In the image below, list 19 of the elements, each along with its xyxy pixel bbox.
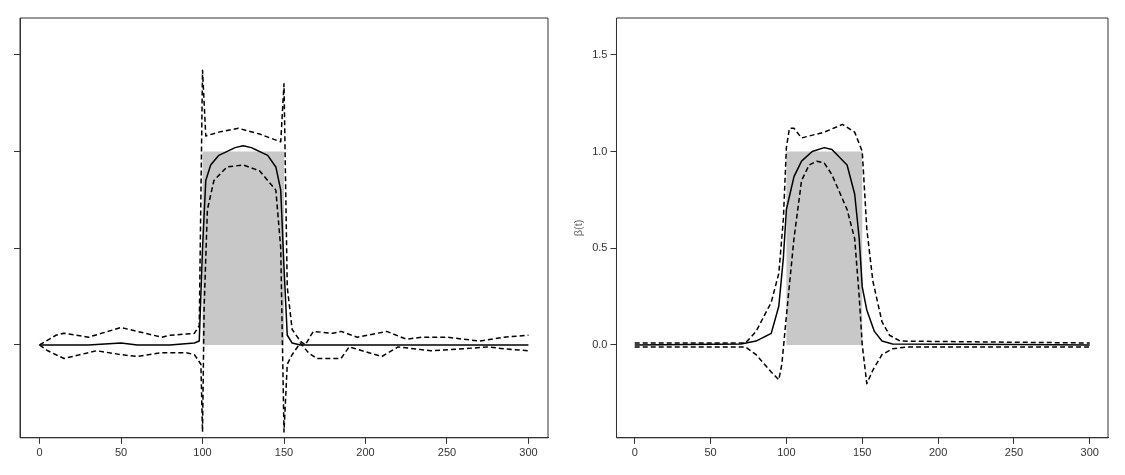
- x-tick-label: 250: [437, 446, 457, 459]
- x-tick-label: 200: [928, 446, 948, 459]
- y-axis-title: β(t): [571, 219, 584, 237]
- x-tick-label: 150: [274, 446, 294, 459]
- x-tick-label: 0: [631, 446, 638, 459]
- x-tick-label: 100: [193, 446, 212, 459]
- y-tick-label: 0.5: [592, 241, 608, 254]
- x-tick-label: 0: [36, 446, 43, 459]
- x-tick-label: 250: [1004, 446, 1024, 459]
- x-tick-label: 200: [356, 446, 375, 459]
- x-tick-label: 100: [777, 446, 796, 459]
- x-tick-label: 300: [1080, 446, 1099, 459]
- x-tick-label: 150: [853, 446, 872, 459]
- y-tick-label: 0.0: [592, 337, 608, 350]
- x-tick-label: 50: [114, 446, 128, 459]
- x-tick-label: 300: [519, 446, 538, 459]
- x-tick-label: 50: [704, 446, 717, 459]
- y-tick-label: 1.0: [592, 144, 608, 157]
- y-tick-label: 1.5: [592, 47, 608, 60]
